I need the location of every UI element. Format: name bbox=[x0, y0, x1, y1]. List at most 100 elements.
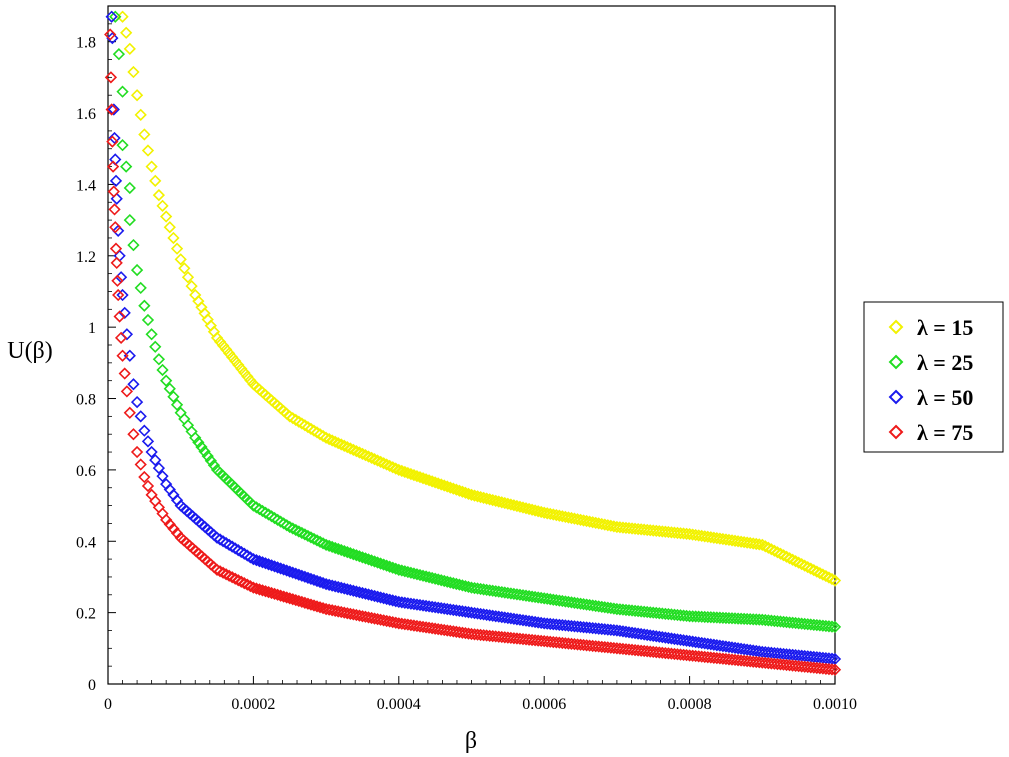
data-point bbox=[250, 501, 263, 514]
data-point bbox=[123, 406, 136, 419]
data-point bbox=[244, 496, 257, 509]
data-point bbox=[810, 565, 823, 578]
data-point bbox=[277, 563, 290, 576]
data-point bbox=[310, 534, 324, 547]
data-point bbox=[771, 546, 784, 559]
data-point bbox=[292, 568, 305, 581]
y-tick-label: 0 bbox=[88, 677, 96, 694]
data-point bbox=[152, 501, 166, 514]
data-point bbox=[371, 454, 384, 467]
data-point bbox=[298, 419, 312, 432]
data-point bbox=[116, 288, 129, 302]
data-point bbox=[677, 527, 690, 540]
data-point bbox=[310, 574, 324, 588]
data-point bbox=[108, 203, 121, 216]
data-point bbox=[447, 482, 460, 495]
data-point bbox=[112, 48, 126, 61]
data-point bbox=[313, 575, 327, 589]
data-point bbox=[259, 585, 272, 598]
data-point bbox=[459, 605, 472, 618]
data-point bbox=[307, 573, 321, 587]
data-point bbox=[149, 453, 162, 467]
data-point bbox=[332, 437, 345, 450]
data-point bbox=[138, 470, 151, 484]
data-point bbox=[398, 465, 411, 479]
data-point bbox=[459, 580, 472, 593]
data-point bbox=[407, 468, 421, 482]
data-point bbox=[118, 367, 131, 380]
data-point bbox=[274, 562, 287, 575]
data-point bbox=[152, 188, 166, 202]
data-point bbox=[304, 531, 318, 544]
legend-marker bbox=[888, 354, 904, 370]
data-point bbox=[404, 467, 418, 481]
data-point bbox=[750, 613, 763, 626]
data-point bbox=[286, 566, 299, 579]
y-tick-label: 0.2 bbox=[76, 606, 96, 623]
legend-label: λ = 15 bbox=[917, 315, 973, 340]
data-point bbox=[289, 594, 302, 607]
data-point bbox=[280, 591, 293, 604]
data-point bbox=[801, 561, 814, 574]
data-point bbox=[141, 313, 155, 327]
data-point bbox=[322, 432, 336, 446]
data-point bbox=[307, 599, 321, 612]
legend-label: λ = 25 bbox=[917, 350, 973, 375]
data-point bbox=[123, 213, 136, 227]
data-point bbox=[271, 561, 284, 574]
data-point bbox=[111, 274, 124, 287]
data-point bbox=[163, 382, 176, 395]
data-point bbox=[145, 328, 158, 341]
data-point bbox=[825, 663, 839, 676]
data-point bbox=[304, 572, 318, 586]
y-tick-label: 0.4 bbox=[76, 534, 96, 551]
data-point bbox=[268, 511, 281, 525]
data-point bbox=[341, 441, 354, 454]
x-axis-ticks: 0 0.0002 0.0004 0.0006 0.0008 0.0010 bbox=[104, 676, 857, 713]
data-point bbox=[341, 545, 354, 559]
data-point bbox=[120, 26, 133, 39]
data-point bbox=[329, 541, 342, 555]
data-point bbox=[109, 221, 122, 234]
data-point bbox=[127, 238, 140, 252]
data-point bbox=[677, 648, 690, 661]
data-point bbox=[298, 570, 312, 583]
data-point bbox=[759, 540, 772, 553]
data-point bbox=[109, 174, 123, 187]
data-point bbox=[160, 210, 173, 223]
series-25 bbox=[109, 10, 842, 634]
data-point bbox=[106, 160, 120, 173]
data-point bbox=[750, 655, 763, 669]
data-point bbox=[250, 582, 263, 595]
data-point bbox=[316, 576, 330, 590]
data-point bbox=[532, 591, 545, 604]
data-point bbox=[130, 89, 144, 102]
data-point bbox=[804, 562, 817, 575]
data-point bbox=[295, 526, 308, 540]
series-50 bbox=[105, 10, 842, 666]
data-point bbox=[462, 487, 475, 500]
data-point bbox=[134, 281, 147, 295]
data-point bbox=[425, 475, 439, 488]
data-point bbox=[152, 353, 166, 366]
data-point bbox=[313, 428, 327, 441]
data-point bbox=[106, 135, 119, 148]
data-point bbox=[604, 602, 617, 615]
data-point bbox=[301, 529, 315, 543]
data-point bbox=[777, 549, 790, 562]
data-point bbox=[774, 547, 787, 560]
data-point bbox=[104, 28, 117, 41]
data-point bbox=[235, 575, 248, 588]
data-point bbox=[316, 429, 330, 443]
data-point bbox=[244, 374, 257, 387]
data-point bbox=[765, 543, 778, 556]
data-point bbox=[301, 597, 315, 610]
data-point bbox=[170, 398, 184, 411]
data-point bbox=[238, 547, 251, 560]
data-point bbox=[123, 349, 136, 362]
data-point bbox=[198, 445, 211, 458]
data-point bbox=[438, 479, 451, 492]
data-point bbox=[353, 550, 366, 563]
data-point bbox=[116, 349, 129, 362]
